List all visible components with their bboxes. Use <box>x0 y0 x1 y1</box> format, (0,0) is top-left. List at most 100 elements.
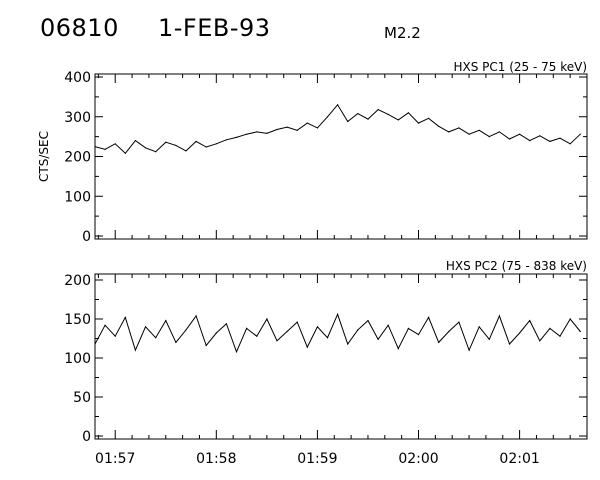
data-point <box>195 140 197 142</box>
y-tick-label: 150 <box>64 312 91 328</box>
x-tick-label: 02:01 <box>499 451 539 467</box>
data-point <box>478 326 480 328</box>
data-point <box>377 109 379 111</box>
data-point <box>559 137 561 139</box>
y-tick-label: 200 <box>64 273 91 289</box>
data-point <box>508 138 511 140</box>
data-point <box>549 140 551 142</box>
data-point <box>235 136 238 138</box>
x-tick-label: 01:58 <box>196 451 236 467</box>
data-point <box>306 346 308 348</box>
data-point <box>215 332 217 334</box>
data-point <box>266 318 268 320</box>
data-point <box>367 118 369 120</box>
data-point <box>134 349 136 351</box>
data-point <box>428 316 430 318</box>
data-point <box>286 330 288 333</box>
data-point <box>246 133 248 135</box>
data-point <box>326 116 329 118</box>
data-point <box>155 337 157 339</box>
data-point <box>215 143 217 145</box>
data-point <box>114 335 116 337</box>
data-point <box>337 313 339 315</box>
y-tick-label: 0 <box>82 229 91 245</box>
data-point <box>519 332 521 334</box>
data-point <box>529 320 531 322</box>
data-point <box>225 139 227 141</box>
data-point <box>407 112 409 114</box>
data-point <box>397 119 399 121</box>
x-tick-label: 01:59 <box>297 451 337 467</box>
data-point <box>246 327 248 329</box>
data-point <box>458 321 460 323</box>
y-tick-label: 100 <box>64 351 91 367</box>
data-point <box>165 141 167 143</box>
data-point <box>104 148 106 150</box>
data-point <box>124 152 126 154</box>
series-line <box>94 103 581 155</box>
data-point <box>397 348 399 350</box>
data-point <box>428 117 430 119</box>
data-point <box>529 140 531 142</box>
data-point <box>488 136 490 138</box>
data-point <box>488 338 490 340</box>
data-point <box>326 337 329 339</box>
event-id: 06810 <box>40 14 119 42</box>
data-point <box>266 132 268 134</box>
data-point <box>195 315 197 317</box>
plot-frame <box>94 73 588 240</box>
data-point <box>417 334 420 336</box>
y-tick-label: 200 <box>64 150 91 166</box>
data-point <box>417 122 420 124</box>
data-point <box>185 150 187 152</box>
y-axis-label: CTS/SEC <box>37 131 51 182</box>
event-date: 1-FEB-93 <box>158 14 271 42</box>
data-point <box>448 330 450 333</box>
data-point <box>377 338 379 340</box>
data-point <box>235 351 238 353</box>
data-point <box>387 324 389 326</box>
data-point <box>549 327 551 329</box>
data-point <box>256 131 258 133</box>
data-point <box>276 340 278 342</box>
data-point <box>539 135 541 137</box>
chart-panel-1: HXS PC1 (25 - 75 keV) CTS/SEC 0 100 200 300 40… <box>37 60 588 245</box>
data-point <box>337 104 339 106</box>
data-point <box>347 120 349 123</box>
data-point <box>559 335 561 337</box>
y-tick-label: 100 <box>64 189 91 205</box>
data-point <box>316 326 318 328</box>
data-point <box>498 131 500 133</box>
data-point <box>438 341 440 343</box>
data-point <box>387 113 389 115</box>
data-point <box>94 146 96 148</box>
x-tick-label: 01:57 <box>95 451 135 467</box>
data-point <box>579 133 581 135</box>
y-tick-label: 50 <box>73 390 91 406</box>
data-point <box>276 128 278 131</box>
data-point <box>165 320 167 322</box>
data-point <box>175 341 177 343</box>
data-point <box>225 323 227 325</box>
data-point <box>296 129 298 131</box>
data-point <box>306 122 308 124</box>
data-point <box>367 320 369 322</box>
chart-panel-2: HXS PC2 (75 - 838 keV) 0 50 100 150 200 01:57 0… <box>64 259 588 467</box>
data-point <box>286 126 288 128</box>
y-tick-label: 0 <box>82 429 91 445</box>
data-point <box>357 113 359 115</box>
y-tick-label: 300 <box>64 110 91 126</box>
data-point <box>94 343 96 345</box>
data-point <box>296 321 298 323</box>
data-point <box>347 343 349 345</box>
data-point <box>569 143 571 145</box>
data-point <box>144 147 147 149</box>
data-point <box>205 344 207 347</box>
data-point <box>508 343 511 345</box>
data-point <box>468 349 470 351</box>
chart-title: HXS PC1 (25 - 75 keV) <box>453 60 587 74</box>
data-point <box>104 324 106 326</box>
data-point <box>205 146 207 148</box>
data-point <box>458 127 460 129</box>
